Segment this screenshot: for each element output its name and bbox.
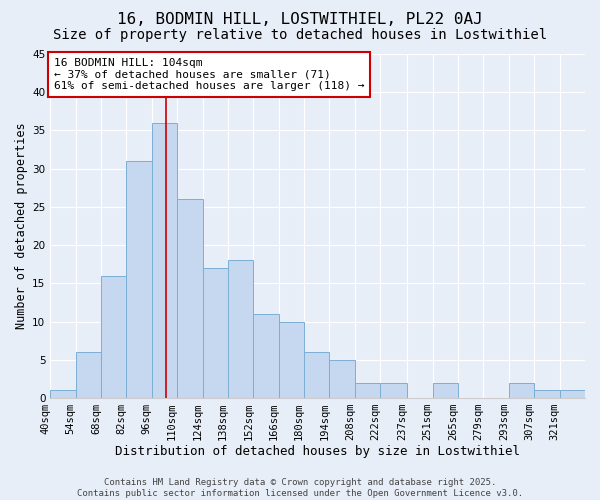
Bar xyxy=(509,382,534,398)
Bar xyxy=(101,276,127,398)
Bar xyxy=(355,382,380,398)
Bar xyxy=(177,199,203,398)
Bar xyxy=(203,268,228,398)
Bar xyxy=(433,382,458,398)
Bar xyxy=(278,322,304,398)
Bar xyxy=(253,314,278,398)
Bar xyxy=(380,382,407,398)
Bar xyxy=(127,161,152,398)
Bar xyxy=(534,390,560,398)
Bar xyxy=(329,360,355,398)
Y-axis label: Number of detached properties: Number of detached properties xyxy=(15,122,28,330)
Bar xyxy=(228,260,253,398)
Text: Contains HM Land Registry data © Crown copyright and database right 2025.
Contai: Contains HM Land Registry data © Crown c… xyxy=(77,478,523,498)
Bar xyxy=(304,352,329,398)
Bar xyxy=(560,390,585,398)
X-axis label: Distribution of detached houses by size in Lostwithiel: Distribution of detached houses by size … xyxy=(115,444,520,458)
Text: 16, BODMIN HILL, LOSTWITHIEL, PL22 0AJ: 16, BODMIN HILL, LOSTWITHIEL, PL22 0AJ xyxy=(117,12,483,28)
Text: Size of property relative to detached houses in Lostwithiel: Size of property relative to detached ho… xyxy=(53,28,547,42)
Text: 16 BODMIN HILL: 104sqm
← 37% of detached houses are smaller (71)
61% of semi-det: 16 BODMIN HILL: 104sqm ← 37% of detached… xyxy=(54,58,364,91)
Bar xyxy=(152,123,177,398)
Bar xyxy=(50,390,76,398)
Bar xyxy=(76,352,101,398)
